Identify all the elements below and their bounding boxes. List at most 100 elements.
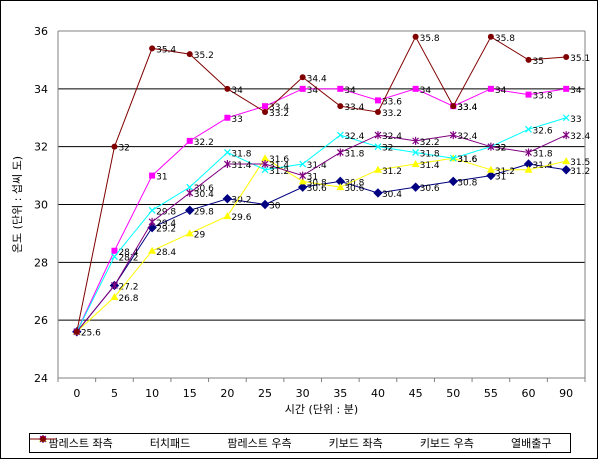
x-tick-label: 10 xyxy=(145,387,159,400)
data-label: 31.2 xyxy=(382,167,402,177)
data-point-star xyxy=(261,160,269,169)
data-point-square xyxy=(412,85,419,92)
data-label: 30.8 xyxy=(344,178,364,188)
data-point-circle xyxy=(262,108,269,115)
data-point-diamond xyxy=(448,176,458,187)
data-point-star xyxy=(336,148,344,157)
data-point-circle xyxy=(412,33,419,40)
series-line xyxy=(76,157,567,333)
series-6: 25.63235.435.23433.234.433.433.235.833.4… xyxy=(73,33,590,339)
data-label: 31.4 xyxy=(420,161,440,171)
x-tick-label: 45 xyxy=(409,387,423,400)
y-tick-label: 30 xyxy=(34,199,48,212)
data-point-square xyxy=(487,85,494,92)
data-label: 29.4 xyxy=(156,219,176,229)
data-label: 25.6 xyxy=(81,329,101,339)
legend-label: 팜레스트 좌측 xyxy=(48,437,113,450)
x-tick-label: 40 xyxy=(371,387,385,400)
data-point-circle xyxy=(186,51,193,58)
data-label: 35.4 xyxy=(156,45,176,55)
data-label: 32.2 xyxy=(194,138,214,148)
data-point-square xyxy=(186,137,193,144)
data-label: 28.4 xyxy=(156,248,176,258)
data-label: 33.2 xyxy=(269,109,289,119)
legend-label: 터치패드 xyxy=(149,437,191,450)
data-point-square xyxy=(149,172,156,179)
data-point-x xyxy=(525,125,532,133)
x-tick-label: 20 xyxy=(220,387,234,400)
data-point-x xyxy=(449,154,457,162)
legend-label: 열배출구 xyxy=(510,437,552,450)
data-point-square xyxy=(111,247,118,254)
series-4: 28.229.830.631.831.231.432.43231.831.632… xyxy=(73,114,582,336)
legend-item: 터치패드 xyxy=(30,435,191,451)
data-label: 32.4 xyxy=(344,132,364,142)
data-point-square xyxy=(262,103,269,110)
y-tick-label: 24 xyxy=(34,372,48,385)
data-label: 31.5 xyxy=(570,158,590,168)
data-point-star xyxy=(299,171,307,180)
data-label: 31.2 xyxy=(269,167,289,177)
data-point-diamond xyxy=(222,194,233,204)
data-label: 32.2 xyxy=(420,138,440,148)
data-label: 35 xyxy=(533,57,544,67)
data-point-diamond xyxy=(373,188,383,198)
legend-item: 열배출구 xyxy=(30,435,552,451)
data-label: 29.2 xyxy=(156,225,176,235)
data-point-triangle xyxy=(562,157,571,165)
data-point-circle xyxy=(224,85,231,92)
y-tick-label: 36 xyxy=(34,25,48,38)
data-point-star xyxy=(525,148,532,157)
data-label: 31.2 xyxy=(570,167,590,177)
data-label: 30.6 xyxy=(307,184,327,194)
data-label: 30.8 xyxy=(457,178,477,188)
data-label: 31.2 xyxy=(495,167,515,177)
legend-marker xyxy=(40,436,46,442)
data-point-x xyxy=(186,183,194,191)
data-label: 30.6 xyxy=(420,184,440,194)
data-label: 31.8 xyxy=(231,149,251,159)
data-label: 30.4 xyxy=(382,190,402,200)
data-point-circle xyxy=(149,45,156,52)
legend-item: 팜레스트 좌측 xyxy=(30,435,113,451)
data-point-diamond xyxy=(297,182,308,192)
data-label: 35.2 xyxy=(194,51,214,61)
data-label: 31 xyxy=(307,173,318,183)
data-point-x xyxy=(111,253,118,260)
data-label: 31 xyxy=(495,173,506,183)
x-tick-label: 25 xyxy=(258,387,272,400)
data-point-square xyxy=(337,85,344,92)
data-point-square xyxy=(374,97,381,104)
x-axis-title: 시간 (단위 : 분) xyxy=(285,403,358,416)
data-point-triangle xyxy=(298,177,307,185)
x-tick-label: 15 xyxy=(183,387,197,400)
data-point-square xyxy=(563,85,570,92)
x-tick-label: 50 xyxy=(446,387,460,400)
data-label: 34 xyxy=(570,86,582,96)
data-point-triangle xyxy=(336,183,345,191)
data-point-star xyxy=(374,131,382,140)
data-point-star xyxy=(449,131,457,140)
data-label: 30.8 xyxy=(307,178,327,188)
data-label: 35.8 xyxy=(420,34,440,44)
data-point-star xyxy=(148,217,156,226)
data-point-triangle xyxy=(110,293,119,301)
y-tick-label: 32 xyxy=(34,141,48,154)
data-point-x xyxy=(412,149,420,156)
data-label: 33.4 xyxy=(344,103,364,113)
data-label: 30.6 xyxy=(194,184,214,194)
x-tick-label: 30 xyxy=(296,387,310,400)
data-label: 34 xyxy=(307,86,319,96)
data-label: 31.8 xyxy=(420,149,440,159)
data-point-circle xyxy=(374,108,381,115)
data-label: 31.6 xyxy=(457,155,477,165)
x-tick-label: 90 xyxy=(559,387,573,400)
data-point-square xyxy=(299,85,306,92)
data-point-circle xyxy=(337,103,344,110)
data-point-x xyxy=(261,166,269,174)
data-label: 31.6 xyxy=(269,155,289,165)
data-label: 34.4 xyxy=(307,74,327,84)
data-point-star xyxy=(186,188,194,197)
data-label: 34 xyxy=(344,86,356,96)
data-label: 33.4 xyxy=(457,103,477,113)
